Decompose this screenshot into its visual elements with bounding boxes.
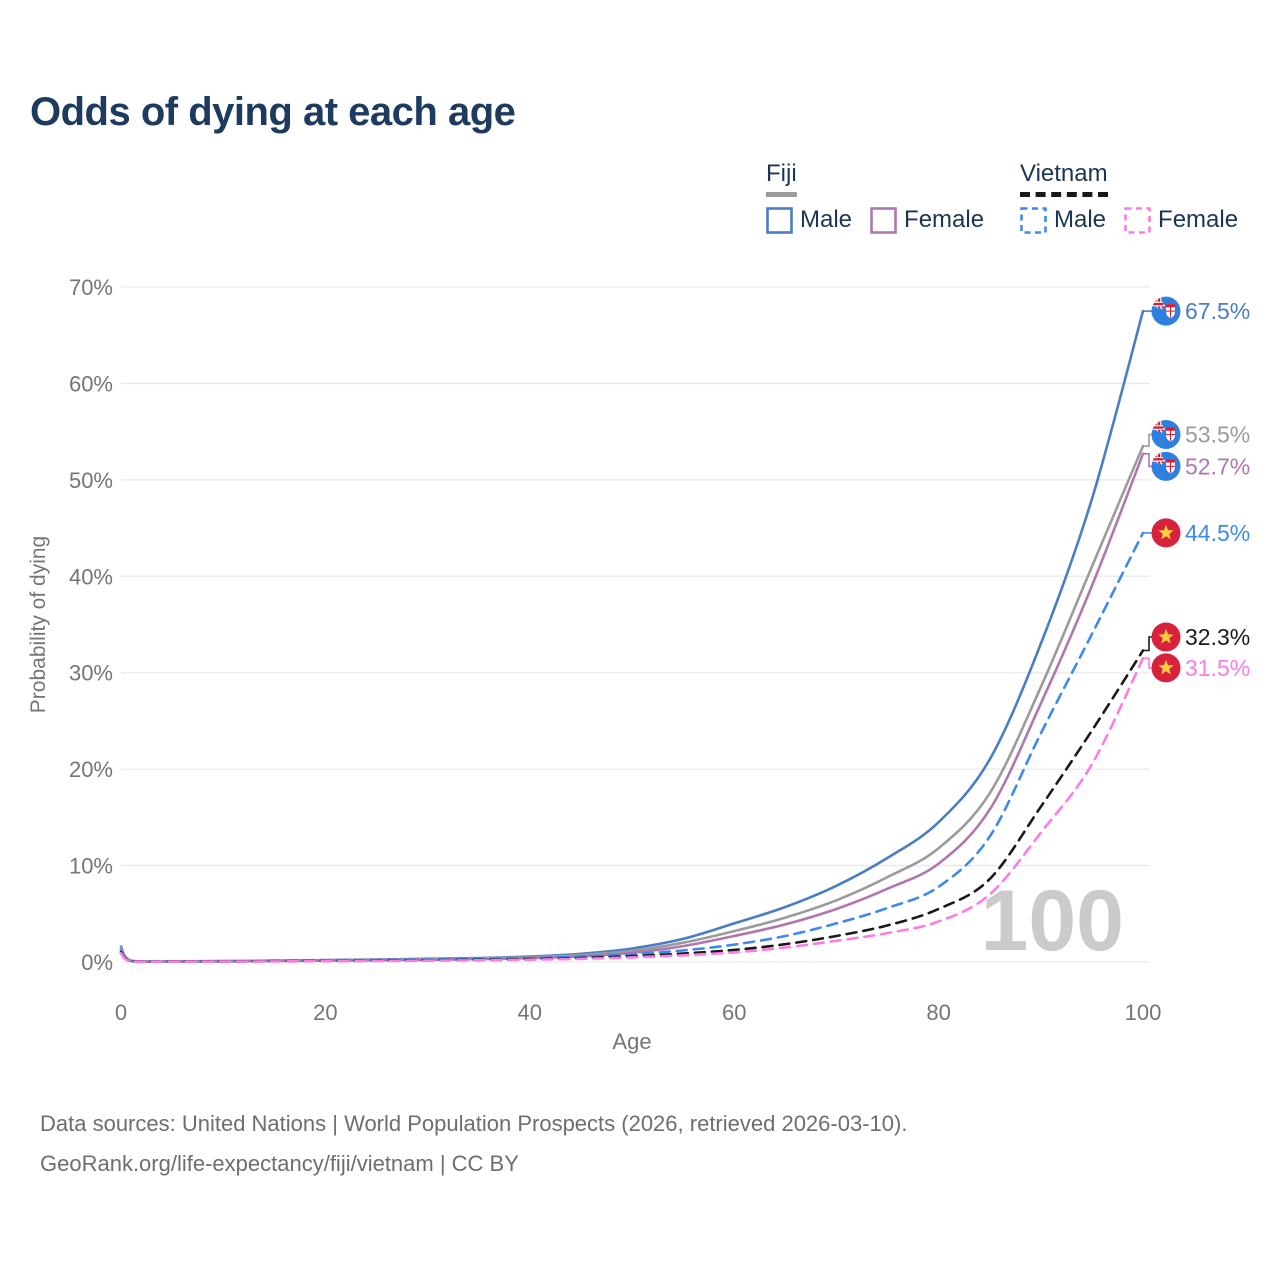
y-tick-label: 60% xyxy=(69,371,113,396)
hover-age-watermark: 100 xyxy=(981,873,1125,969)
fiji-male-swatch-icon xyxy=(766,206,793,234)
label-connector-fiji-total xyxy=(1143,433,1152,447)
label-connector-vietnam-female xyxy=(1143,657,1152,669)
legend-fiji-male-label: Male xyxy=(800,206,853,233)
footer-attribution: GeoRank.org/life-expectancy/fiji/vietnam… xyxy=(40,1151,519,1176)
x-tick-label: 80 xyxy=(926,1000,950,1025)
legend-vietnam-label: Vietnam xyxy=(1020,160,1108,187)
y-tick-label: 0% xyxy=(81,950,113,975)
legend-vietnam-male-label: Male xyxy=(1054,206,1107,233)
fiji-flag-icon xyxy=(1151,420,1181,450)
y-tick-label: 30% xyxy=(69,661,113,686)
label-connector-fiji-female xyxy=(1143,453,1152,468)
y-tick-label: 70% xyxy=(69,275,113,300)
x-tick-label: 0 xyxy=(115,1000,127,1025)
end-value-label-vietnam-total: 32.3% xyxy=(1185,624,1250,650)
footer-sources: Data sources: United Nations | World Pop… xyxy=(40,1111,908,1136)
legend-item-vietnam-male[interactable]: Male xyxy=(1020,206,1106,234)
y-axis-title: Probability of dying xyxy=(27,536,50,713)
x-tick-label: 20 xyxy=(313,1000,337,1025)
legend-row-vietnam: Male Female xyxy=(1020,206,1238,234)
legend-vietnam-female-label: Female xyxy=(1158,206,1239,233)
legend-item-vietnam-female[interactable]: Female xyxy=(1124,206,1238,234)
end-value-label-vietnam-female: 31.5% xyxy=(1185,655,1250,681)
page-title: Odds of dying at each age xyxy=(30,90,516,134)
series-line-fiji-male[interactable] xyxy=(119,309,1145,963)
legend-item-fiji-male[interactable]: Male xyxy=(766,206,852,234)
x-tick-label: 60 xyxy=(722,1000,746,1025)
y-tick-label: 40% xyxy=(69,564,113,589)
legend-country-fiji[interactable]: Fiji xyxy=(766,160,797,197)
y-tick-label: 10% xyxy=(69,854,113,879)
series-line-vietnam-female[interactable] xyxy=(119,657,1145,964)
label-connector-vietnam-total xyxy=(1143,636,1152,652)
fiji-flag-icon xyxy=(1151,451,1181,481)
fiji-female-swatch-icon xyxy=(870,206,897,234)
x-tick-label: 100 xyxy=(1125,1000,1162,1025)
legend-group-vietnam: Vietnam Male Female xyxy=(1020,160,1238,234)
legend-group-fiji: Fiji Male Female xyxy=(766,160,984,234)
legend-country-vietnam[interactable]: Vietnam xyxy=(1020,160,1108,197)
vietnam-flag-icon xyxy=(1151,622,1181,652)
y-tick-label: 20% xyxy=(69,757,113,782)
end-value-label-vietnam-male: 44.5% xyxy=(1185,520,1250,546)
fiji-flag-icon xyxy=(1151,296,1181,326)
end-value-label-fiji-female: 52.7% xyxy=(1185,453,1250,479)
end-value-label-fiji-total: 53.5% xyxy=(1185,422,1250,448)
y-tick-label: 50% xyxy=(69,468,113,493)
end-value-label-fiji-male: 67.5% xyxy=(1185,298,1250,324)
footer: Data sources: United Nations | World Pop… xyxy=(40,1104,907,1184)
legend-fiji-female-label: Female xyxy=(904,206,985,233)
x-axis-title: Age xyxy=(612,1029,651,1054)
vietnam-flag-icon xyxy=(1151,653,1181,683)
vietnam-male-swatch-icon xyxy=(1020,206,1047,234)
vietnam-female-swatch-icon xyxy=(1124,206,1151,234)
legend-fiji-label: Fiji xyxy=(766,160,797,187)
legend-row-fiji: Male Female xyxy=(766,206,984,234)
x-tick-label: 40 xyxy=(518,1000,542,1025)
vietnam-flag-icon xyxy=(1151,518,1181,548)
legend-item-fiji-female[interactable]: Female xyxy=(870,206,984,234)
